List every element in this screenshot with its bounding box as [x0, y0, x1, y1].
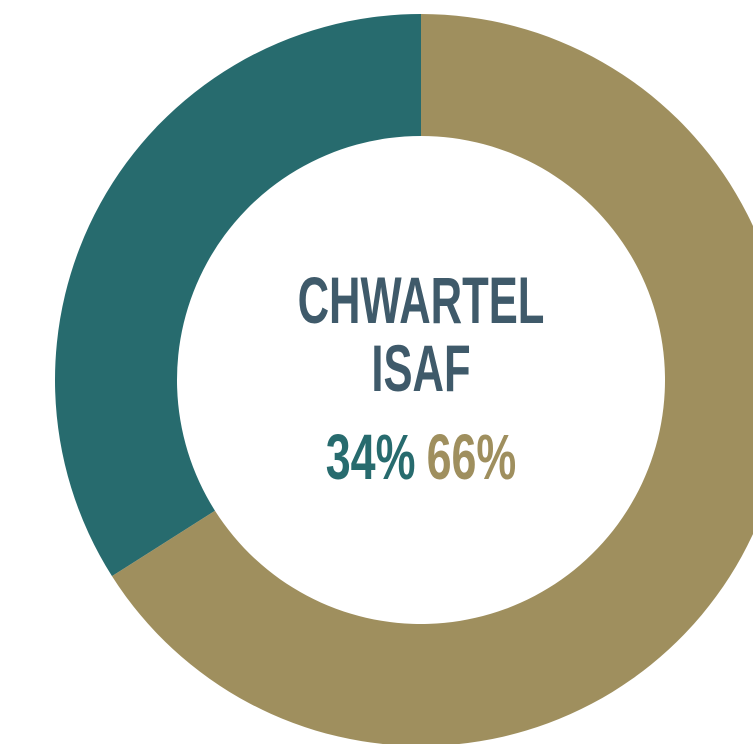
center-text: CHWARTEL ISAF 34% 66%	[271, 266, 571, 492]
value-labels: 34% 66%	[316, 422, 526, 492]
donut-segment	[111, 14, 753, 744]
donut-segment	[54, 14, 421, 577]
value-label: 34%	[325, 421, 416, 493]
chart-title: CHWARTEL ISAF	[297, 263, 545, 405]
value-label: 66%	[426, 421, 517, 493]
